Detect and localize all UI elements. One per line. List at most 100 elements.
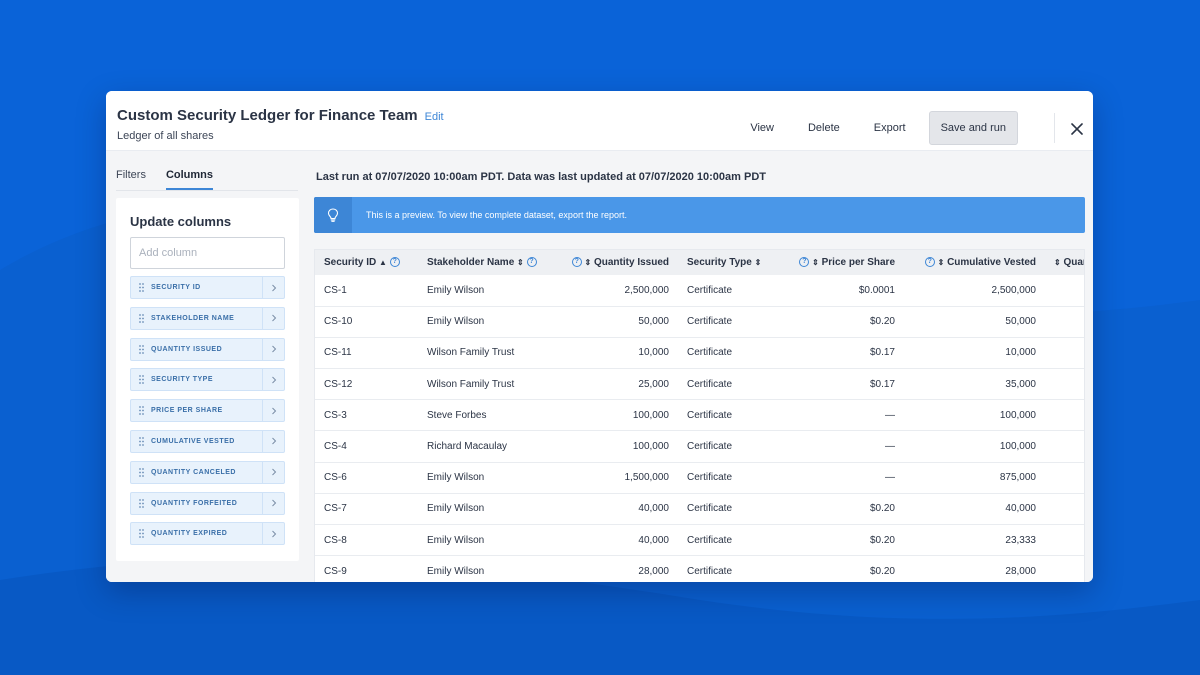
export-button[interactable]: Export	[873, 122, 906, 134]
cell-security-type: Certificate	[678, 524, 786, 557]
cell-security-id: CS-12	[315, 368, 418, 401]
drag-handle-icon[interactable]	[131, 308, 151, 329]
sort-icon[interactable]: ⇕	[517, 258, 524, 267]
question-circle-icon[interactable]: ?	[571, 257, 582, 268]
header-security-id[interactable]: Security ID ▲ ?	[315, 250, 418, 275]
column-list: SECURITY ID STAKEHOLDER NAME QUANTITY ISSU…	[130, 276, 285, 553]
cell-stakeholder: Emily Wilson	[418, 493, 561, 526]
header-security-type[interactable]: Security Type ⇕	[678, 250, 786, 275]
chevron-right-icon[interactable]	[262, 277, 284, 298]
chevron-right-icon[interactable]	[262, 492, 284, 514]
chevron-right-icon[interactable]	[262, 338, 284, 360]
cell-quantity-issued: 40,000	[561, 524, 678, 557]
column-item[interactable]: QUANTITY EXPIRED	[130, 522, 285, 546]
cell-security-type: Certificate	[678, 306, 786, 338]
report-title: Custom Security Ledger for Finance Team	[117, 107, 418, 124]
table-row[interactable]: CS-7 Emily Wilson 40,000 Certificate $0.20 40…	[315, 493, 1084, 526]
column-item-label: PRICE PER SHARE	[151, 407, 223, 415]
drag-handle-icon[interactable]	[131, 400, 151, 421]
drag-handle-icon[interactable]	[131, 462, 151, 483]
column-item[interactable]: SECURITY TYPE	[130, 368, 285, 392]
view-button[interactable]: View	[750, 122, 774, 134]
drag-handle-icon[interactable]	[131, 277, 151, 298]
question-circle-icon[interactable]: ?	[924, 257, 935, 268]
main-content: Last run at 07/07/2020 10:00am PDT. Data…	[306, 151, 1093, 582]
header-quantity-partial[interactable]: ⇕ Quant	[1045, 250, 1084, 275]
ledger-table-wrapper[interactable]: Security ID ▲ ? Stakeholder Name ⇕ ? ? ⇕	[314, 249, 1085, 582]
cell-security-id: CS-6	[315, 462, 418, 494]
column-item-label: QUANTITY CANCELED	[151, 468, 236, 476]
left-panel: Filters Columns Update columns SECURITY …	[106, 151, 306, 582]
column-item[interactable]: STAKEHOLDER NAME	[130, 306, 285, 330]
cell-security-id: CS-10	[315, 306, 418, 338]
header-label: Price per Share	[821, 257, 895, 268]
sort-icon[interactable]: ⇕	[937, 258, 945, 267]
save-and-run-button[interactable]: Save and run	[928, 111, 1018, 145]
header-label: Quant	[1063, 257, 1084, 268]
chevron-right-icon[interactable]	[262, 430, 284, 452]
table-row[interactable]: CS-4 Richard Macaulay 100,000 Certificate —1…	[315, 430, 1084, 463]
drag-handle-icon[interactable]	[131, 523, 151, 544]
cell-quantity-partial	[1045, 399, 1084, 432]
sort-asc-icon[interactable]: ▲	[379, 258, 387, 267]
edit-link[interactable]: Edit	[424, 111, 444, 123]
table-row[interactable]: CS-8 Emily Wilson 40,000 Certificate $0.20 23…	[315, 524, 1084, 557]
header-price-per-share[interactable]: ? ⇕ Price per Share	[786, 250, 904, 275]
cell-cumulative-vested: 875,000	[904, 462, 1045, 494]
column-item[interactable]: QUANTITY FORFEITED	[130, 491, 285, 515]
column-item[interactable]: CUMULATIVE VESTED	[130, 429, 285, 453]
cell-security-id: CS-4	[315, 430, 418, 463]
cell-stakeholder: Richard Macaulay	[418, 430, 561, 463]
preview-banner: This is a preview. To view the complete …	[314, 197, 1085, 233]
table-row[interactable]: CS-12 Wilson Family Trust 25,000 Certificat…	[315, 368, 1084, 401]
drag-handle-icon[interactable]	[131, 369, 151, 390]
cell-price-per-share: —	[786, 430, 904, 463]
column-item[interactable]: QUANTITY CANCELED	[130, 460, 285, 484]
chevron-right-icon[interactable]	[262, 523, 284, 545]
chevron-right-icon[interactable]	[262, 307, 284, 329]
columns-card: Update columns SECURITY ID STAKEHOLDER NA…	[116, 198, 299, 561]
table-row[interactable]: CS-9 Emily Wilson 28,000 Certificate $0.20 28…	[315, 555, 1084, 582]
chevron-right-icon[interactable]	[262, 369, 284, 391]
header-stakeholder-name[interactable]: Stakeholder Name ⇕ ?	[418, 250, 561, 275]
drag-handle-icon[interactable]	[131, 339, 151, 360]
cell-price-per-share: $0.20	[786, 524, 904, 557]
question-circle-icon[interactable]: ?	[799, 257, 810, 268]
table-row[interactable]: CS-6 Emily Wilson 1,500,000 Certificate —875…	[315, 462, 1084, 494]
cell-quantity-issued: 100,000	[561, 430, 678, 463]
column-item-label: SECURITY ID	[151, 284, 201, 291]
header-cumulative-vested[interactable]: ? ⇕ Cumulative Vested	[904, 250, 1045, 275]
cell-price-per-share: $0.20	[786, 306, 904, 338]
add-column-input[interactable]	[130, 237, 285, 269]
cell-cumulative-vested: 10,000	[904, 337, 1045, 370]
table-row[interactable]: CS-1 Emily Wilson 2,500,000 Certificate $0.0…	[315, 275, 1084, 307]
cell-cumulative-vested: 100,000	[904, 399, 1045, 432]
drag-handle-icon[interactable]	[131, 431, 151, 452]
cell-quantity-issued: 40,000	[561, 493, 678, 526]
table-row[interactable]: CS-11 Wilson Family Trust 10,000 Certificat…	[315, 337, 1084, 370]
tab-filters[interactable]: Filters	[116, 169, 146, 181]
sort-icon[interactable]: ⇕	[754, 258, 762, 267]
lightbulb-icon	[314, 197, 352, 233]
cell-cumulative-vested: 23,333	[904, 524, 1045, 557]
cell-security-type: Certificate	[678, 430, 786, 463]
column-item[interactable]: QUANTITY ISSUED	[130, 337, 285, 361]
tab-columns[interactable]: Columns	[165, 169, 214, 190]
sort-icon[interactable]: ⇕	[1054, 258, 1061, 267]
table-row[interactable]: CS-3 Steve Forbes 100,000 Certificate —100,0…	[315, 399, 1084, 432]
question-circle-icon[interactable]: ?	[526, 257, 537, 268]
delete-button[interactable]: Delete	[807, 122, 840, 134]
close-icon[interactable]	[1070, 122, 1084, 136]
table-row[interactable]: CS-10 Emily Wilson 50,000 Certificate $0.20 5…	[315, 306, 1084, 338]
sort-icon[interactable]: ⇕	[584, 258, 592, 267]
cell-cumulative-vested: 35,000	[904, 368, 1045, 401]
header-quantity-issued[interactable]: ? ⇕ Quantity Issued	[561, 250, 678, 275]
column-item[interactable]: SECURITY ID	[130, 276, 285, 299]
chevron-right-icon[interactable]	[262, 461, 284, 483]
cell-cumulative-vested: 100,000	[904, 430, 1045, 463]
chevron-right-icon[interactable]	[262, 400, 284, 422]
column-item[interactable]: PRICE PER SHARE	[130, 399, 285, 423]
question-circle-icon[interactable]: ?	[389, 257, 400, 268]
drag-handle-icon[interactable]	[131, 493, 151, 514]
sort-icon[interactable]: ⇕	[812, 258, 819, 267]
